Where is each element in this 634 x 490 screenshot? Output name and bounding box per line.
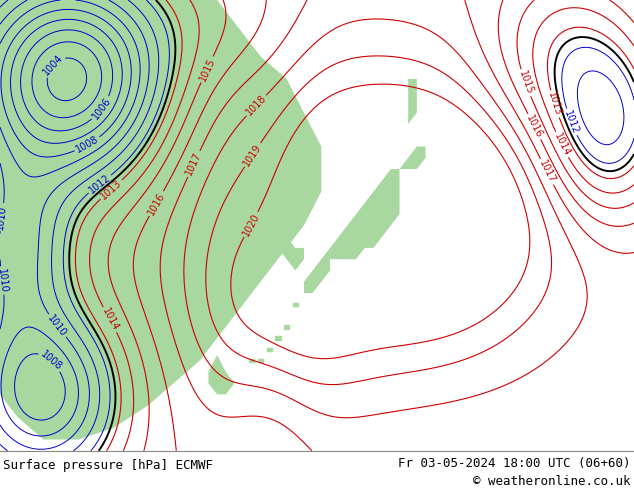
Polygon shape (209, 355, 235, 394)
Polygon shape (0, 0, 321, 440)
Text: 1016: 1016 (524, 114, 545, 140)
Text: 1020: 1020 (241, 211, 261, 238)
Polygon shape (284, 325, 289, 328)
Text: 1017: 1017 (184, 150, 204, 177)
Polygon shape (304, 169, 399, 293)
Text: 1006: 1006 (91, 96, 113, 122)
Text: 1014: 1014 (100, 306, 120, 333)
Text: 1016: 1016 (146, 191, 167, 217)
Text: 1008: 1008 (38, 349, 63, 372)
Polygon shape (249, 359, 254, 362)
Text: 1015: 1015 (197, 56, 217, 83)
Text: Fr 03-05-2024 18:00 UTC (06+60): Fr 03-05-2024 18:00 UTC (06+60) (398, 457, 631, 469)
Text: Surface pressure [hPa] ECMWF: Surface pressure [hPa] ECMWF (3, 459, 213, 472)
Text: © weatheronline.co.uk: © weatheronline.co.uk (474, 475, 631, 488)
Polygon shape (399, 147, 425, 169)
Text: 1013: 1013 (99, 178, 124, 201)
Text: 1017: 1017 (537, 159, 557, 185)
Polygon shape (261, 214, 304, 270)
Polygon shape (267, 348, 272, 351)
Text: 1012: 1012 (87, 172, 112, 196)
Text: 1004: 1004 (41, 52, 65, 77)
Text: 1012: 1012 (562, 109, 580, 135)
Text: 1018: 1018 (244, 93, 268, 118)
Text: 1015: 1015 (517, 70, 534, 96)
Polygon shape (258, 359, 263, 362)
Text: 1010: 1010 (46, 313, 68, 339)
Polygon shape (293, 303, 298, 306)
Text: 1008: 1008 (74, 134, 101, 155)
Text: 1019: 1019 (242, 142, 264, 168)
Polygon shape (408, 79, 417, 124)
Text: 1013: 1013 (547, 91, 563, 117)
Text: 1010: 1010 (0, 268, 9, 293)
Polygon shape (275, 337, 280, 340)
Text: 1014: 1014 (552, 131, 572, 158)
Text: 1010: 1010 (0, 204, 8, 230)
